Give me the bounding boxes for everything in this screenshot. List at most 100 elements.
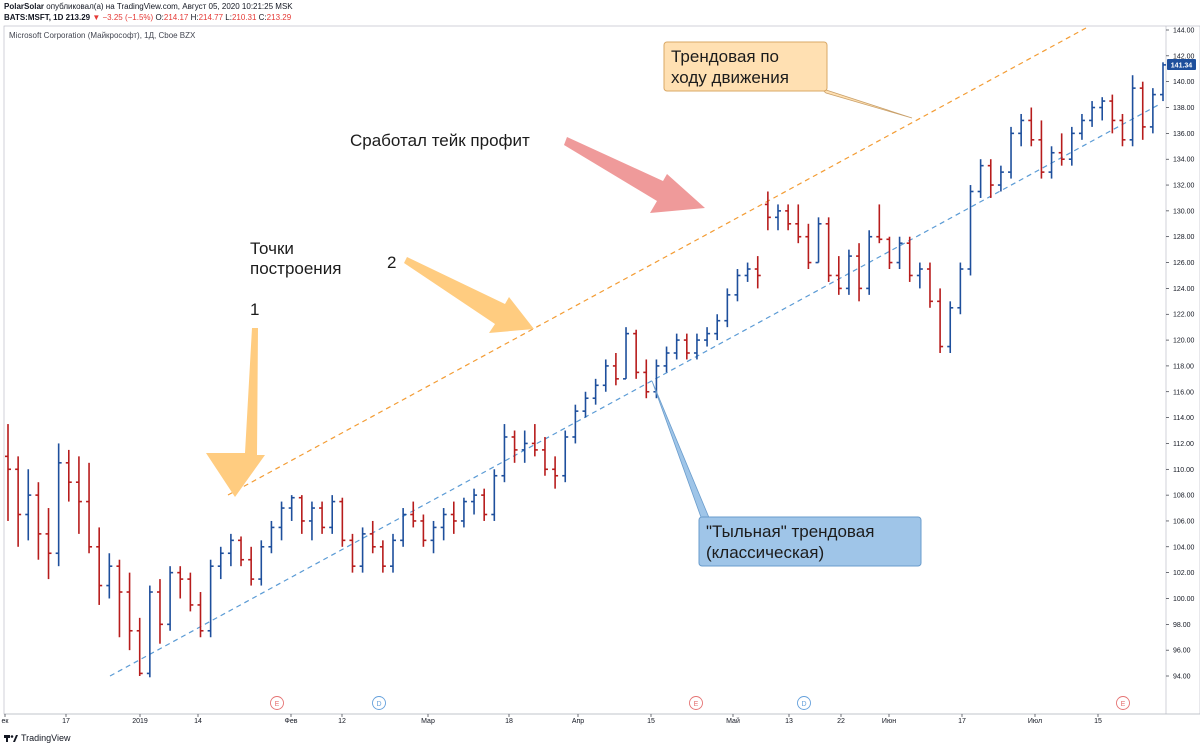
event-marker[interactable] xyxy=(372,696,386,710)
ohlc-bar xyxy=(957,262,964,315)
event-marker[interactable] xyxy=(270,696,284,710)
ohlc-bar xyxy=(1089,101,1096,127)
time-axis[interactable]: ек 17 2019 14 Фев 12 Мар 18 Апр 15 Май 13 22 Июн 17 Июл… xyxy=(2,714,1102,725)
ohlc-bar xyxy=(238,536,245,567)
tradingview-brand: TradingView xyxy=(21,733,71,743)
price-tick-label: 104.00 xyxy=(1173,544,1195,551)
price-tick-label: 144.00 xyxy=(1173,28,1195,35)
price-tick-label: 138.00 xyxy=(1173,105,1195,112)
ohlc-bar xyxy=(136,617,143,676)
open-value: 214.17 xyxy=(163,13,189,22)
quote-line: BATS:MSFT, 1D 213.29 ▼ −3.25 (−1.5%) O:2… xyxy=(4,13,291,22)
ohlc-bar xyxy=(552,456,559,489)
tradingview-footer[interactable]: TradingView xyxy=(4,733,71,743)
forward-trendline[interactable] xyxy=(227,27,1087,496)
ohlc-bar xyxy=(734,269,741,302)
ohlc-bar xyxy=(349,533,356,573)
back-trend-callout[interactable]: "Тыльная" трендовая (классическая) xyxy=(651,380,922,567)
event-marker-letter: D xyxy=(801,701,806,708)
ohlc-bar xyxy=(167,566,174,631)
publish-text: опубликовал(а) на TradingView.com, Авгус… xyxy=(46,2,293,11)
ohlc-bar xyxy=(1149,88,1156,134)
ohlc-bar xyxy=(775,204,781,231)
ohlc-bar xyxy=(116,559,123,638)
ohlc-bar xyxy=(217,546,224,580)
back-callout-line1: "Тыльная" трендовая xyxy=(706,522,874,541)
price-tick-label: 140.00 xyxy=(1173,79,1195,86)
ohlc-bar xyxy=(471,488,478,515)
low-label: L: xyxy=(225,13,232,22)
time-tick-label: Июл xyxy=(1028,718,1042,725)
ohlc-bar xyxy=(187,572,194,612)
symbol-label: BATS:MSFT, 1D xyxy=(4,13,64,22)
ohlc-bar xyxy=(856,243,863,302)
ohlc-bar xyxy=(1028,107,1035,147)
price-tick-label: 102.00 xyxy=(1173,570,1195,577)
ohlc-bar xyxy=(947,301,954,353)
current-price-tag: 141.34 xyxy=(1167,59,1196,70)
ohlc-bar xyxy=(501,424,508,483)
forward-trend-callout[interactable]: Трендовая по ходу движения xyxy=(663,41,913,119)
ohlc-bar xyxy=(1119,113,1126,147)
time-tick-label: 13 xyxy=(785,718,793,725)
ohlc-bar xyxy=(1068,126,1075,166)
ohlc-bar xyxy=(156,579,163,644)
time-tick-label: Июн xyxy=(882,718,896,725)
arrow-point-1 xyxy=(206,328,265,497)
back-callout-line2: (классическая) xyxy=(706,543,824,562)
ohlc-bar xyxy=(623,327,630,380)
forward-callout-box xyxy=(663,41,828,92)
ohlc-bar xyxy=(308,501,315,541)
ohlc-bar xyxy=(106,553,113,599)
ohlc-bar xyxy=(126,572,133,651)
ohlc-bar xyxy=(248,546,255,586)
ohlc-bar xyxy=(572,404,579,444)
ohlc-bar xyxy=(886,236,893,270)
publish-info: PolarSolar опубликовал(а) на TradingView… xyxy=(4,2,293,11)
ohlc-bar xyxy=(1038,120,1045,179)
ohlc-bar xyxy=(268,520,275,554)
ohlc-bar xyxy=(693,333,700,360)
author-name[interactable]: PolarSolar xyxy=(4,2,45,11)
ohlc-bar xyxy=(1109,94,1116,134)
price-tick-label: 118.00 xyxy=(1173,363,1194,370)
ohlc-bar xyxy=(866,230,873,295)
price-tag-bg xyxy=(1167,59,1196,70)
back-trendline[interactable] xyxy=(109,103,1161,677)
ohlc-bar xyxy=(35,482,42,560)
ohlc-bar xyxy=(440,508,447,541)
ohlc-bar xyxy=(207,559,214,638)
forward-callout-line2: ходу движения xyxy=(671,68,789,87)
price-tick-label: 108.00 xyxy=(1173,493,1195,500)
ohlc-bar xyxy=(5,424,11,521)
take-profit-arrow xyxy=(564,137,705,213)
ohlc-bar xyxy=(673,333,680,360)
ohlc-bar xyxy=(55,443,62,567)
event-marker[interactable] xyxy=(689,696,703,710)
time-tick-label: Мар xyxy=(421,718,435,725)
event-marker[interactable] xyxy=(797,696,811,710)
ohlc-bar xyxy=(96,527,103,605)
price-axis[interactable]: 144.00 142.00 140.00 138.00 136.00 134.00 132.… xyxy=(1166,28,1195,681)
ohlc-bar xyxy=(835,256,842,295)
ohlc-bar xyxy=(258,540,265,586)
ohlc-bar xyxy=(227,533,234,567)
ohlc-bar xyxy=(845,249,852,295)
price-tick-label: 126.00 xyxy=(1173,260,1195,267)
event-marker-letter: E xyxy=(694,701,699,708)
ohlc-bar xyxy=(937,288,944,353)
ohlc-bar xyxy=(562,430,569,483)
ohlc-bar xyxy=(997,165,1004,192)
ohlc-bar xyxy=(491,469,498,521)
time-tick-label: Май xyxy=(726,717,740,725)
price-tick-label: 134.00 xyxy=(1173,157,1195,164)
ohlc-bar xyxy=(916,262,923,289)
price-tick-label: 124.00 xyxy=(1173,286,1195,293)
event-marker[interactable] xyxy=(1116,696,1130,710)
ohlc-bar xyxy=(460,497,467,528)
ohlc-bar xyxy=(481,488,488,521)
event-marker-letter: E xyxy=(1121,701,1126,708)
